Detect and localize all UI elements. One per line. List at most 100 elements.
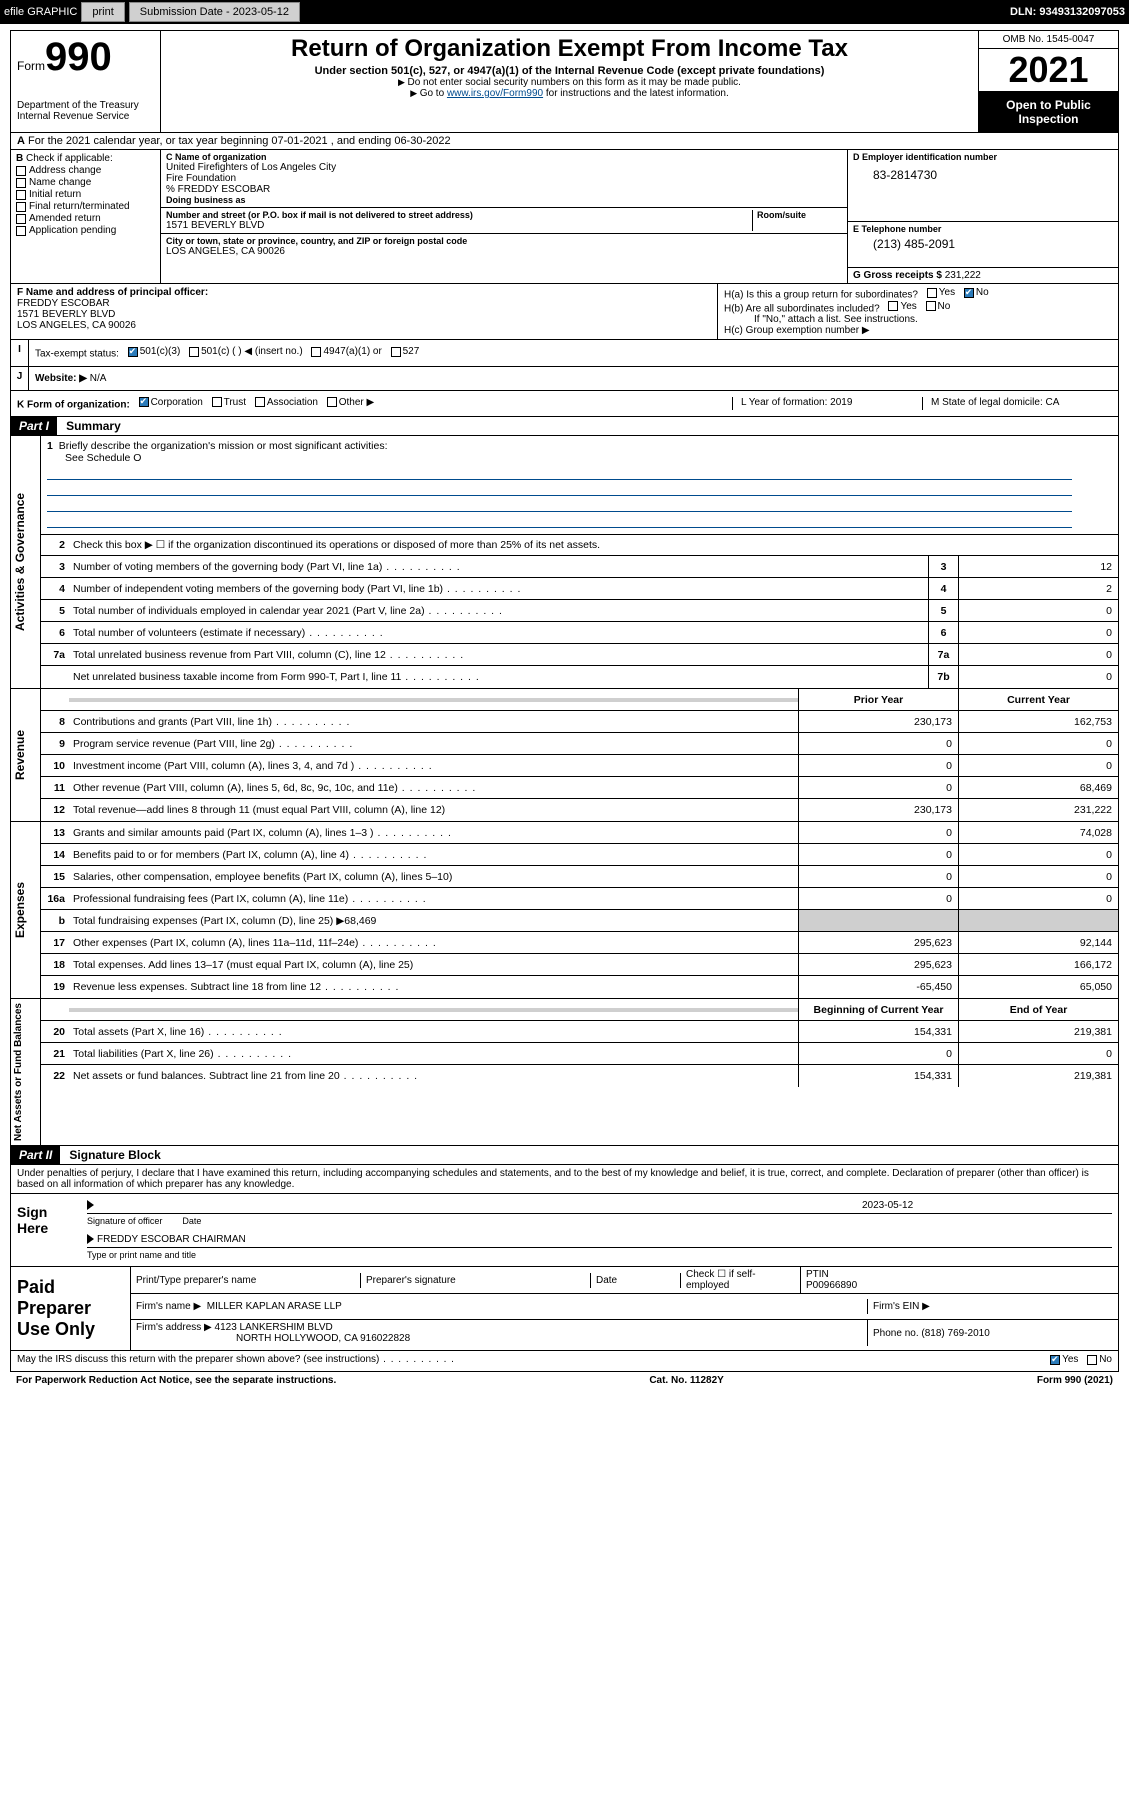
tax-exempt-label: Tax-exempt status: — [35, 349, 119, 360]
pra-notice: For Paperwork Reduction Act Notice, see … — [16, 1375, 336, 1386]
year-formation: L Year of formation: 2019 — [732, 397, 902, 411]
check-applicable-label: Check if applicable: — [26, 153, 113, 164]
line14-prior: 0 — [798, 844, 958, 865]
care-of: % FREDDY ESCOBAR — [166, 184, 842, 195]
officer-addr2: LOS ANGELES, CA 90026 — [17, 320, 711, 331]
line5-text: Total number of individuals employed in … — [69, 603, 928, 619]
line7b-text: Net unrelated business taxable income fr… — [69, 669, 928, 685]
other-checkbox[interactable] — [327, 397, 337, 407]
line13-prior: 0 — [798, 822, 958, 843]
form-number: 990 — [45, 35, 112, 79]
officer-addr1: 1571 BEVERLY BLVD — [17, 309, 711, 320]
line13-text: Grants and similar amounts paid (Part IX… — [69, 825, 798, 841]
prior-year-header: Prior Year — [798, 689, 958, 710]
ha-label: H(a) Is this a group return for subordin… — [724, 290, 918, 301]
hc-label: H(c) Group exemption number ▶ — [724, 325, 1112, 336]
part2-title: Signature Block — [63, 1148, 160, 1162]
dba-label: Doing business as — [166, 195, 842, 205]
line19-curr: 65,050 — [958, 976, 1118, 998]
line6-val: 0 — [958, 622, 1118, 643]
application-pending-checkbox[interactable] — [16, 226, 26, 236]
line21-end: 0 — [958, 1043, 1118, 1064]
line22-end: 219,381 — [958, 1065, 1118, 1087]
amended-return-checkbox[interactable] — [16, 214, 26, 224]
ha-no-checkbox[interactable] — [964, 288, 974, 298]
row-fh: F Name and address of principal officer:… — [10, 284, 1119, 340]
line20-beg: 154,331 — [798, 1021, 958, 1042]
trust-checkbox[interactable] — [212, 397, 222, 407]
501c-checkbox[interactable] — [189, 347, 199, 357]
preparer-date-header: Date — [591, 1273, 681, 1288]
part1-title: Summary — [60, 419, 121, 433]
line15-curr: 0 — [958, 866, 1118, 887]
line15-text: Salaries, other compensation, employee b… — [69, 869, 798, 885]
firm-name-label: Firm's name ▶ — [136, 1301, 201, 1312]
website-label: Website: ▶ — [35, 373, 87, 384]
ein-value: 83-2814730 — [853, 162, 1113, 188]
officer-name-title: FREDDY ESCOBAR CHAIRMAN — [97, 1234, 246, 1245]
line12-prior: 230,173 — [798, 799, 958, 821]
gross-receipts-value: 231,222 — [945, 270, 981, 281]
firm-name-value: MILLER KAPLAN ARASE LLP — [207, 1301, 342, 1312]
line22-text: Net assets or fund balances. Subtract li… — [69, 1068, 798, 1084]
declaration-text: Under penalties of perjury, I declare th… — [11, 1165, 1118, 1193]
line16b-text: Total fundraising expenses (Part IX, col… — [69, 913, 798, 929]
corp-checkbox[interactable] — [139, 397, 149, 407]
line18-text: Total expenses. Add lines 13–17 (must eq… — [69, 957, 798, 973]
assoc-checkbox[interactable] — [255, 397, 265, 407]
line18-curr: 166,172 — [958, 954, 1118, 975]
line21-text: Total liabilities (Part X, line 26) — [69, 1046, 798, 1062]
gross-receipts-label: G Gross receipts $ — [853, 270, 942, 281]
current-year-header: Current Year — [958, 689, 1118, 710]
hb-note: If "No," attach a list. See instructions… — [724, 314, 1112, 325]
line4-text: Number of independent voting members of … — [69, 581, 928, 597]
hb-label: H(b) Are all subordinates included? — [724, 303, 880, 314]
name-change-checkbox[interactable] — [16, 178, 26, 188]
beg-year-header: Beginning of Current Year — [798, 999, 958, 1020]
discuss-yes-checkbox[interactable] — [1050, 1355, 1060, 1365]
line16b-grey2 — [958, 910, 1118, 931]
501c3-checkbox[interactable] — [128, 347, 138, 357]
state-domicile: M State of legal domicile: CA — [922, 397, 1112, 411]
cat-no: Cat. No. 11282Y — [649, 1375, 723, 1386]
irs-link[interactable]: www.irs.gov/Form990 — [447, 88, 543, 99]
line7a-text: Total unrelated business revenue from Pa… — [69, 647, 928, 663]
line10-curr: 0 — [958, 755, 1118, 776]
form-title: Return of Organization Exempt From Incom… — [167, 35, 972, 63]
firm-phone-value: (818) 769-2010 — [921, 1328, 989, 1339]
line17-curr: 92,144 — [958, 932, 1118, 953]
org-name-1: United Firefighters of Los Angeles City — [166, 162, 842, 173]
row-j: J Website: ▶ N/A — [10, 367, 1119, 391]
ptin-value: P00966890 — [806, 1280, 926, 1291]
discuss-no-checkbox[interactable] — [1087, 1355, 1097, 1365]
line11-text: Other revenue (Part VIII, column (A), li… — [69, 780, 798, 796]
hb-yes-checkbox[interactable] — [888, 301, 898, 311]
line8-curr: 162,753 — [958, 711, 1118, 732]
initial-return-checkbox[interactable] — [16, 190, 26, 200]
final-return-checkbox[interactable] — [16, 202, 26, 212]
omb-number: OMB No. 1545-0047 — [979, 31, 1118, 49]
subtitle-3: Go to www.irs.gov/Form990 for instructio… — [167, 88, 972, 99]
ha-yes-checkbox[interactable] — [927, 288, 937, 298]
submission-date-button[interactable]: Submission Date - 2023-05-12 — [129, 2, 300, 22]
expenses-side-label: Expenses — [11, 822, 41, 998]
open-inspection: Open to Public Inspection — [979, 92, 1118, 132]
line2-text: Check this box ▶ ☐ if the organization d… — [69, 537, 1118, 553]
line13-curr: 74,028 — [958, 822, 1118, 843]
line12-curr: 231,222 — [958, 799, 1118, 821]
print-button[interactable]: print — [81, 2, 124, 22]
line8-prior: 230,173 — [798, 711, 958, 732]
line17-prior: 295,623 — [798, 932, 958, 953]
4947-checkbox[interactable] — [311, 347, 321, 357]
527-checkbox[interactable] — [391, 347, 401, 357]
line4-val: 2 — [958, 578, 1118, 599]
phone-label: E Telephone number — [853, 224, 1113, 234]
hb-no-checkbox[interactable] — [926, 301, 936, 311]
line10-prior: 0 — [798, 755, 958, 776]
line19-text: Revenue less expenses. Subtract line 18 … — [69, 979, 798, 995]
city-state-zip: LOS ANGELES, CA 90026 — [166, 246, 842, 257]
address-change-checkbox[interactable] — [16, 166, 26, 176]
line16a-prior: 0 — [798, 888, 958, 909]
line5-val: 0 — [958, 600, 1118, 621]
line19-prior: -65,450 — [798, 976, 958, 998]
